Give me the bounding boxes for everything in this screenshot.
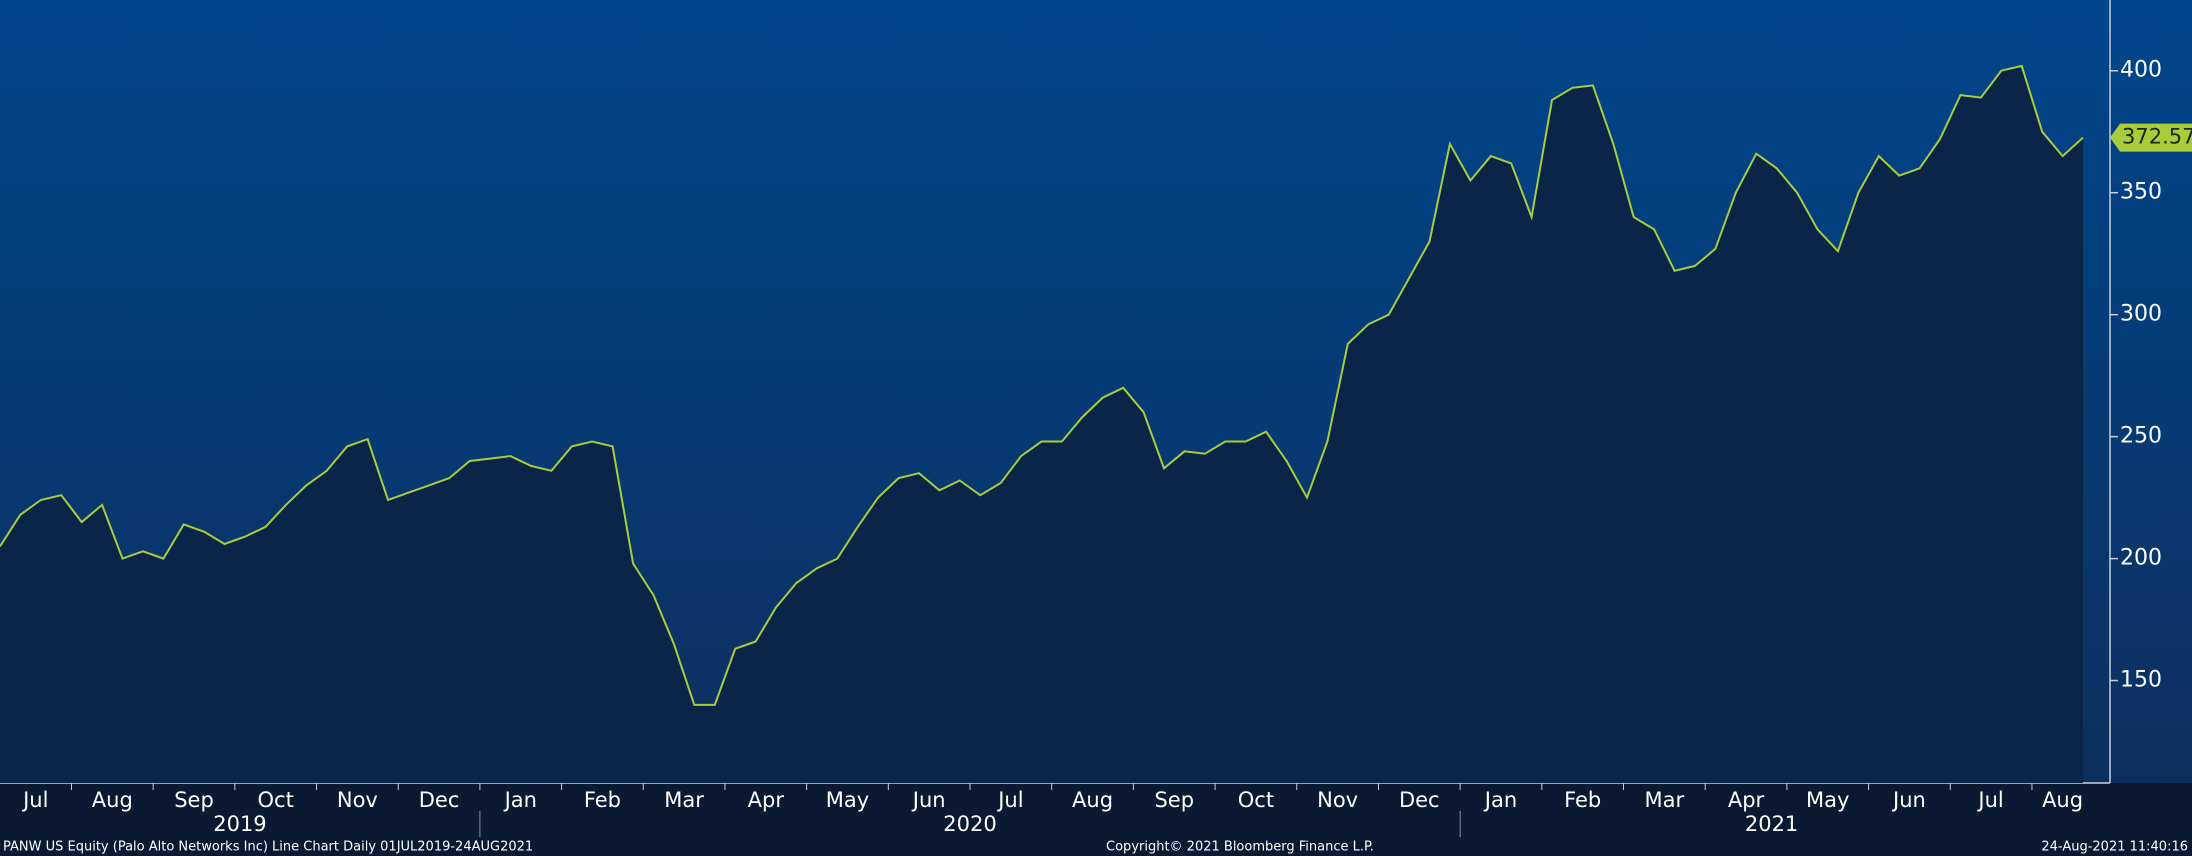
x-tick-label: Aug [2042, 788, 2083, 812]
x-tick-label: Mar [664, 788, 704, 812]
x-tick-label: Apr [748, 788, 785, 812]
y-tick-label: 200 [2120, 546, 2162, 571]
y-tick-label: 350 [2120, 180, 2162, 205]
y-tick-label: 300 [2120, 302, 2162, 327]
x-tick-label: Nov [337, 788, 378, 812]
axis-background [0, 783, 2192, 856]
x-tick-label: Jul [996, 788, 1023, 812]
x-tick-label: Jun [911, 788, 946, 812]
x-tick-label: Feb [584, 788, 621, 812]
x-tick-label: Apr [1728, 788, 1765, 812]
x-tick-label: Jul [1976, 788, 2003, 812]
price-line [0, 64, 2084, 706]
area [0, 65, 2083, 783]
x-tick-label: May [1806, 788, 1849, 812]
x-tick-label: Jun [1891, 788, 1926, 812]
timestamp: 24-Aug-2021 11:40:16 [2041, 840, 2188, 855]
x-tick-label: Aug [92, 788, 133, 812]
last-price-tag [2110, 123, 2192, 152]
x-tick-label: Jan [503, 788, 537, 812]
x-tick-label: Aug [1072, 788, 1113, 812]
x-tick-label: Nov [1317, 788, 1358, 812]
copyright: Copyright© 2021 Bloomberg Finance L.P. [1106, 840, 1374, 855]
x-tick-label: Oct [1238, 788, 1274, 812]
x-tick-label: Dec [1399, 788, 1440, 812]
x-tick-label: Sep [1154, 788, 1194, 812]
x-tick-label: Oct [258, 788, 294, 812]
y-tick-label: 400 [2120, 58, 2162, 83]
x-tick-label: Sep [174, 788, 214, 812]
year-label: 2019 [213, 812, 266, 836]
x-tick-label: Feb [1564, 788, 1601, 812]
x-tick-label: Jan [1483, 788, 1517, 812]
y-tick-label: 150 [2120, 668, 2162, 693]
x-tick-label: Jul [21, 788, 48, 812]
x-tick-label: Dec [419, 788, 460, 812]
year-label: 2021 [1745, 812, 1798, 836]
chart-title: PANW US Equity (Palo Alto Networks Inc) … [3, 840, 533, 855]
year-label: 2020 [943, 812, 996, 836]
x-tick-label: May [826, 788, 869, 812]
last-price-label: 372.57 [2122, 125, 2192, 149]
x-tick-label: Mar [1645, 788, 1685, 812]
y-tick-label: 250 [2120, 424, 2162, 449]
